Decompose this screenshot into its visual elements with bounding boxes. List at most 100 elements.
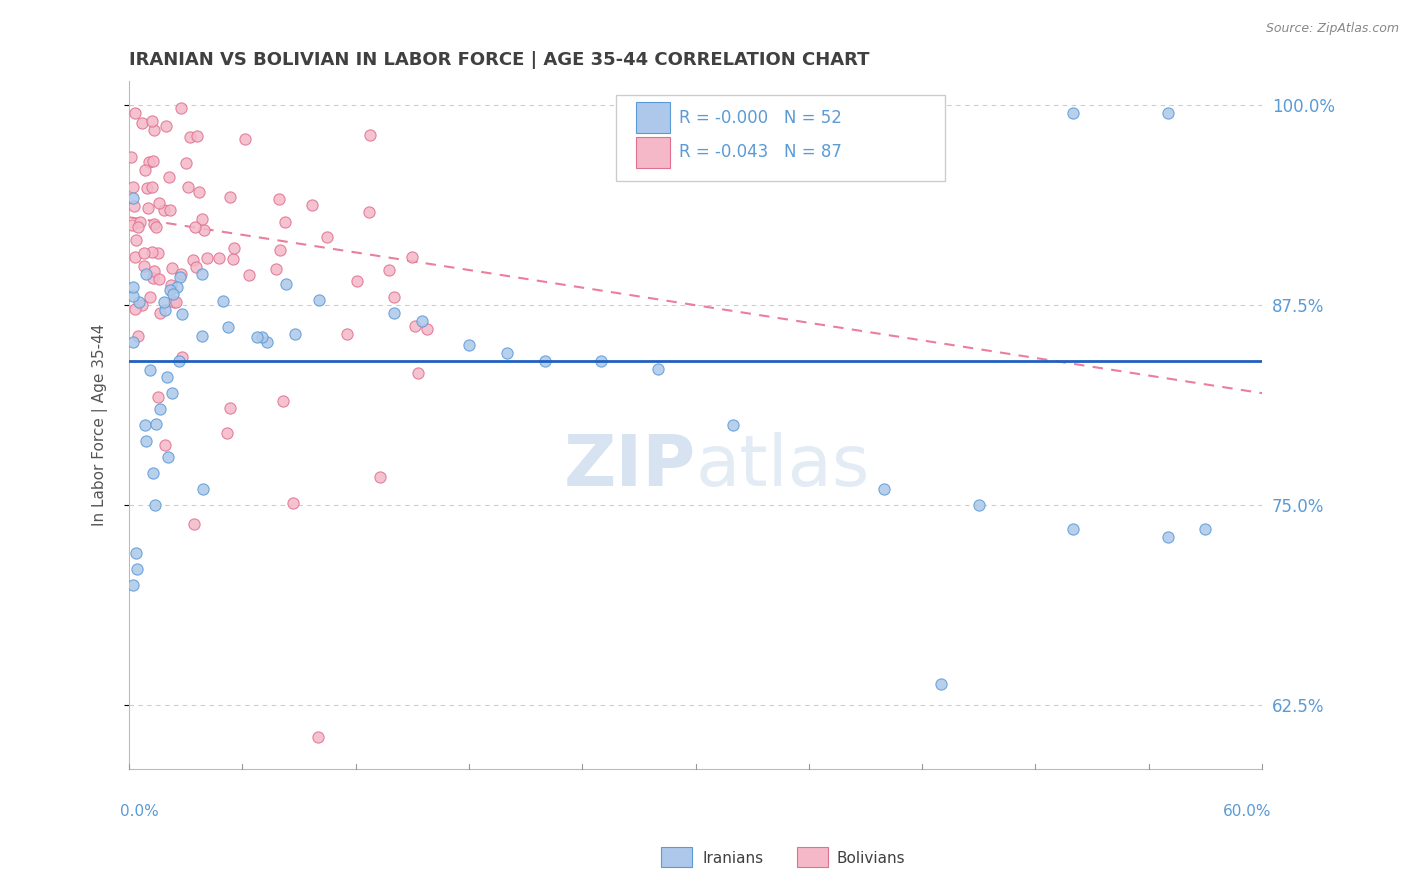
Point [191,267,214,281]
Point [149,306,172,320]
Point [336,327,359,342]
Point [170,307,193,321]
Point [191,211,214,226]
Point [307,730,329,744]
Point [160,260,183,275]
Text: Iranians: Iranians [703,851,763,865]
Point [264,262,287,277]
Text: atlas: atlas [696,432,870,501]
Point [131,116,153,130]
Point [156,370,179,384]
FancyBboxPatch shape [636,103,669,133]
Point [122,180,145,194]
Point [591,354,613,368]
Text: 60.0%: 60.0% [1223,804,1271,819]
Point [120,150,142,164]
Text: Bolivians: Bolivians [837,851,905,865]
Point [382,290,405,304]
Point [141,114,163,128]
Point [184,219,207,234]
Point [122,191,145,205]
Point [308,293,330,308]
Point [269,243,291,257]
Point [416,322,439,336]
Point [149,402,172,417]
Point [193,223,215,237]
Point [215,425,238,440]
Point [219,401,242,416]
Point [141,180,163,194]
Point [169,270,191,285]
Point [121,218,143,232]
Point [163,295,186,310]
Point [873,482,896,496]
Point [191,329,214,343]
Point [208,251,231,265]
Point [124,106,146,120]
Text: R = -0.043   N = 87: R = -0.043 N = 87 [679,143,841,161]
Text: Source: ZipAtlas.com: Source: ZipAtlas.com [1265,22,1399,36]
Point [122,335,145,350]
Text: IRANIAN VS BOLIVIAN IN LABOR FORCE | AGE 35-44 CORRELATION CHART: IRANIAN VS BOLIVIAN IN LABOR FORCE | AGE… [129,51,870,69]
Point [217,320,239,334]
Point [142,217,165,231]
Point [378,262,401,277]
Point [1062,522,1084,536]
Point [136,201,159,215]
Point [195,251,218,265]
Point [533,354,555,368]
Point [148,272,170,286]
Point [1156,530,1178,544]
Point [176,156,198,170]
Text: 0.0%: 0.0% [120,804,159,819]
Point [122,280,145,294]
Point [135,434,157,449]
Point [929,677,952,691]
Point [382,306,405,320]
Point [127,329,149,343]
Point [132,245,155,260]
FancyBboxPatch shape [636,136,669,168]
Point [256,335,278,350]
Point [155,119,177,133]
Text: R = -0.000   N = 52: R = -0.000 N = 52 [679,109,841,127]
Point [187,185,209,199]
Point [179,129,201,144]
Point [184,260,207,275]
FancyBboxPatch shape [616,95,945,181]
Point [134,162,156,177]
Point [134,418,156,433]
Point [138,290,160,304]
Point [269,192,291,206]
Point [143,264,166,278]
Point [159,202,181,217]
Point [160,386,183,401]
Point [170,101,193,115]
Point [125,562,148,576]
Point [146,246,169,260]
Point [142,271,165,285]
Point [315,230,337,244]
Point [148,196,170,211]
Point [128,294,150,309]
Point [145,220,167,235]
Point [153,302,176,317]
Point [181,252,204,267]
Point [162,286,184,301]
Point [122,199,145,213]
Point [153,294,176,309]
Point [406,367,429,381]
Point [170,267,193,281]
Point [186,129,208,144]
Point [142,466,165,480]
Point [967,498,990,512]
Point [191,482,214,496]
Point [274,214,297,228]
Point [346,274,368,288]
Point [134,259,156,273]
Point [370,469,392,483]
Point [131,298,153,312]
Point [124,302,146,317]
Point [136,181,159,195]
Point [159,283,181,297]
